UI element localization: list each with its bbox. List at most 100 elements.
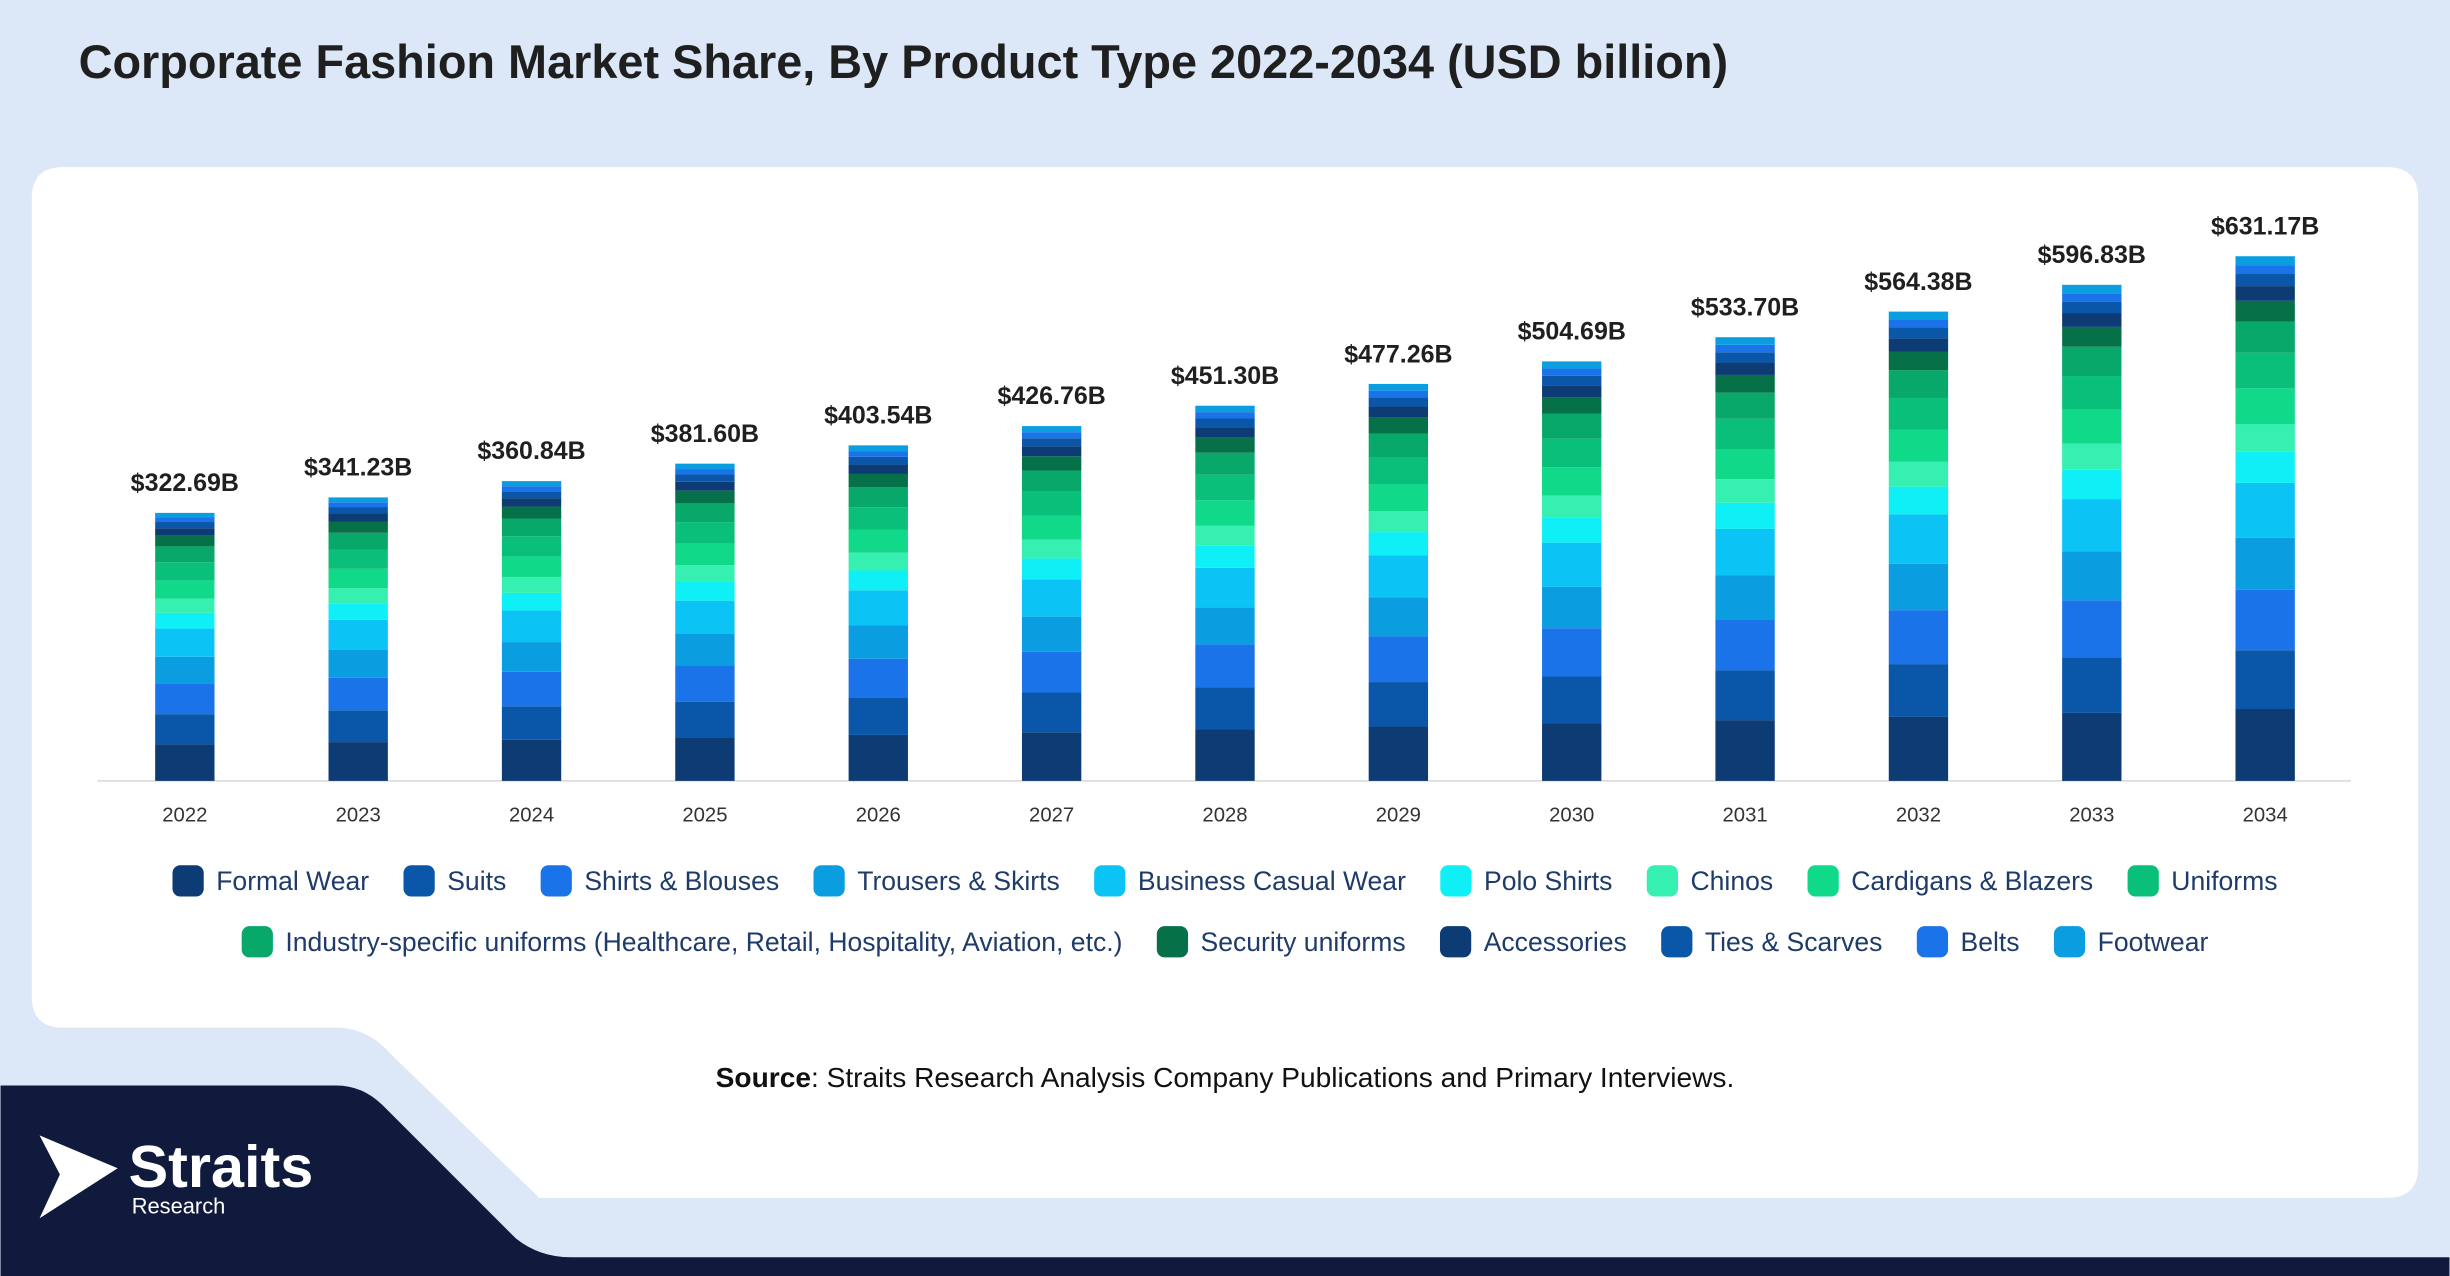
bar-segment — [1195, 427, 1255, 438]
bar-segment — [1195, 687, 1255, 730]
bar-segment — [1195, 437, 1255, 453]
bar-segment — [675, 463, 735, 470]
bar-segment — [2062, 301, 2122, 314]
bar-segment — [2235, 537, 2295, 590]
bar-segment — [1542, 467, 1602, 496]
bar-segment — [155, 683, 215, 715]
bar-segment — [1368, 511, 1429, 533]
x-tick-label: 2032 — [1896, 805, 1941, 827]
bar-segment — [1195, 418, 1255, 428]
bar-segment — [501, 481, 562, 487]
bar-segment — [328, 568, 388, 589]
bar-segment — [1195, 567, 1255, 608]
bar-segment — [1021, 539, 1082, 559]
total-label: $451.30B — [1171, 362, 1279, 390]
total-label: $341.23B — [304, 453, 412, 481]
bar-segment — [675, 543, 735, 566]
bar-segment — [155, 562, 215, 581]
bar-segment — [675, 737, 735, 781]
bar-segment — [848, 570, 908, 591]
legend-row: Formal Wear Suits Shirts & Blouses Trousers… — [172, 865, 2278, 897]
bar-segment — [328, 603, 388, 620]
bar-segment — [2235, 388, 2295, 425]
bar-segment — [328, 513, 388, 522]
bar-segment — [675, 600, 735, 635]
total-label: $477.26B — [1344, 340, 1452, 368]
legend-marker — [1646, 865, 1679, 897]
bar-segment — [501, 592, 562, 611]
x-tick-label: 2024 — [509, 805, 554, 827]
logo-name: Straits — [129, 1133, 314, 1200]
bar-segment — [1542, 586, 1602, 629]
bar-segment — [848, 697, 908, 735]
legend-marker — [1156, 926, 1189, 958]
bar-segment — [1368, 397, 1429, 407]
bar-segment — [1888, 351, 1949, 371]
bar-segment — [1888, 327, 1949, 339]
bar-segment — [2235, 300, 2295, 322]
x-tick-label: 2027 — [1029, 805, 1074, 827]
bar-segment — [848, 451, 908, 457]
bar-segment — [1542, 495, 1602, 518]
bar-segment — [1021, 470, 1082, 492]
bar-segment — [1542, 385, 1602, 398]
bar-segment — [848, 734, 908, 781]
bar-segment — [155, 656, 215, 684]
bar-segment — [848, 464, 908, 474]
bar-segment — [1021, 692, 1082, 733]
legend-label: Uniforms — [2171, 866, 2277, 896]
bar-segment — [2235, 274, 2295, 287]
bar-segment — [1021, 651, 1082, 693]
bar-segment — [501, 536, 562, 557]
x-tick-label: 2030 — [1549, 805, 1594, 827]
bar-segment — [675, 701, 735, 738]
bar-segment — [675, 665, 735, 702]
bar-segment — [2062, 600, 2122, 658]
bar-segment — [501, 739, 562, 781]
bar-segment — [1021, 438, 1082, 447]
bar-segment — [1888, 311, 1949, 320]
x-tick-label: 2033 — [2069, 805, 2114, 827]
bar-segment — [1368, 390, 1429, 398]
bar-segment — [2062, 293, 2122, 302]
legend-label: Shirts & Blouses — [584, 866, 779, 896]
legend-marker — [1440, 865, 1472, 897]
legend-label: Polo Shirts — [1484, 866, 1612, 896]
bar-segment — [2235, 650, 2295, 709]
total-label: $631.17B — [2211, 212, 2319, 240]
x-tick-label: 2031 — [1723, 805, 1768, 827]
bar-segment — [848, 507, 908, 530]
bar-segment — [848, 487, 908, 508]
bar-segment — [328, 502, 388, 508]
bar-segment — [2062, 551, 2122, 601]
legend-label: Cardigans & Blazers — [1851, 866, 2093, 896]
bar-segment — [1368, 636, 1429, 683]
bar-segment — [1542, 397, 1602, 414]
bar-segment — [675, 490, 735, 504]
bar-segment — [328, 507, 388, 514]
bar-segment — [501, 486, 562, 492]
legend-marker — [172, 865, 204, 897]
bar-segment — [848, 590, 908, 626]
bar-segment — [1368, 383, 1429, 391]
bar-segment — [155, 744, 215, 781]
bar-segment — [848, 529, 908, 553]
bar-segment — [1888, 716, 1949, 781]
bar-segment — [675, 503, 735, 523]
total-label: $360.84B — [477, 437, 585, 465]
bar-segment — [1542, 628, 1602, 677]
bar-segment — [1021, 732, 1082, 781]
total-label: $564.38B — [1864, 268, 1972, 296]
bar-segment — [2062, 284, 2122, 294]
bar-segment — [2062, 346, 2122, 377]
bar-segment — [1021, 426, 1082, 433]
bar-segment — [328, 742, 388, 781]
bar-segment — [1368, 417, 1429, 434]
legend-label: Ties & Scarves — [1705, 927, 1883, 957]
bar-segment — [155, 714, 215, 745]
bar-segment — [2235, 708, 2295, 781]
bar-segment — [155, 535, 215, 547]
bar-segment — [1368, 433, 1429, 458]
